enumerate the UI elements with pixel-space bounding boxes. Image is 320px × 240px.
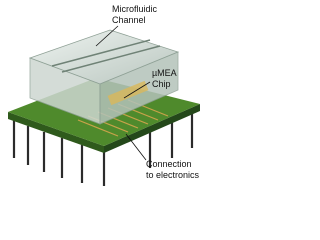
page: Microfluidic Channel µMEA Chip Connectio… — [8, 4, 200, 186]
label-line: Chip — [152, 79, 171, 89]
callout-lines — [95, 25, 151, 161]
label-line: Connection — [146, 159, 192, 169]
label-line: to electronics — [146, 170, 200, 180]
label-line: Channel — [112, 15, 146, 25]
device-figure: Microfluidic Channel µMEA Chip Connectio… — [8, 4, 200, 186]
label-line: µMEA — [152, 68, 177, 78]
label-line: Microfluidic — [112, 4, 158, 14]
microfluidic-block — [28, 29, 180, 125]
pins — [12, 110, 194, 186]
